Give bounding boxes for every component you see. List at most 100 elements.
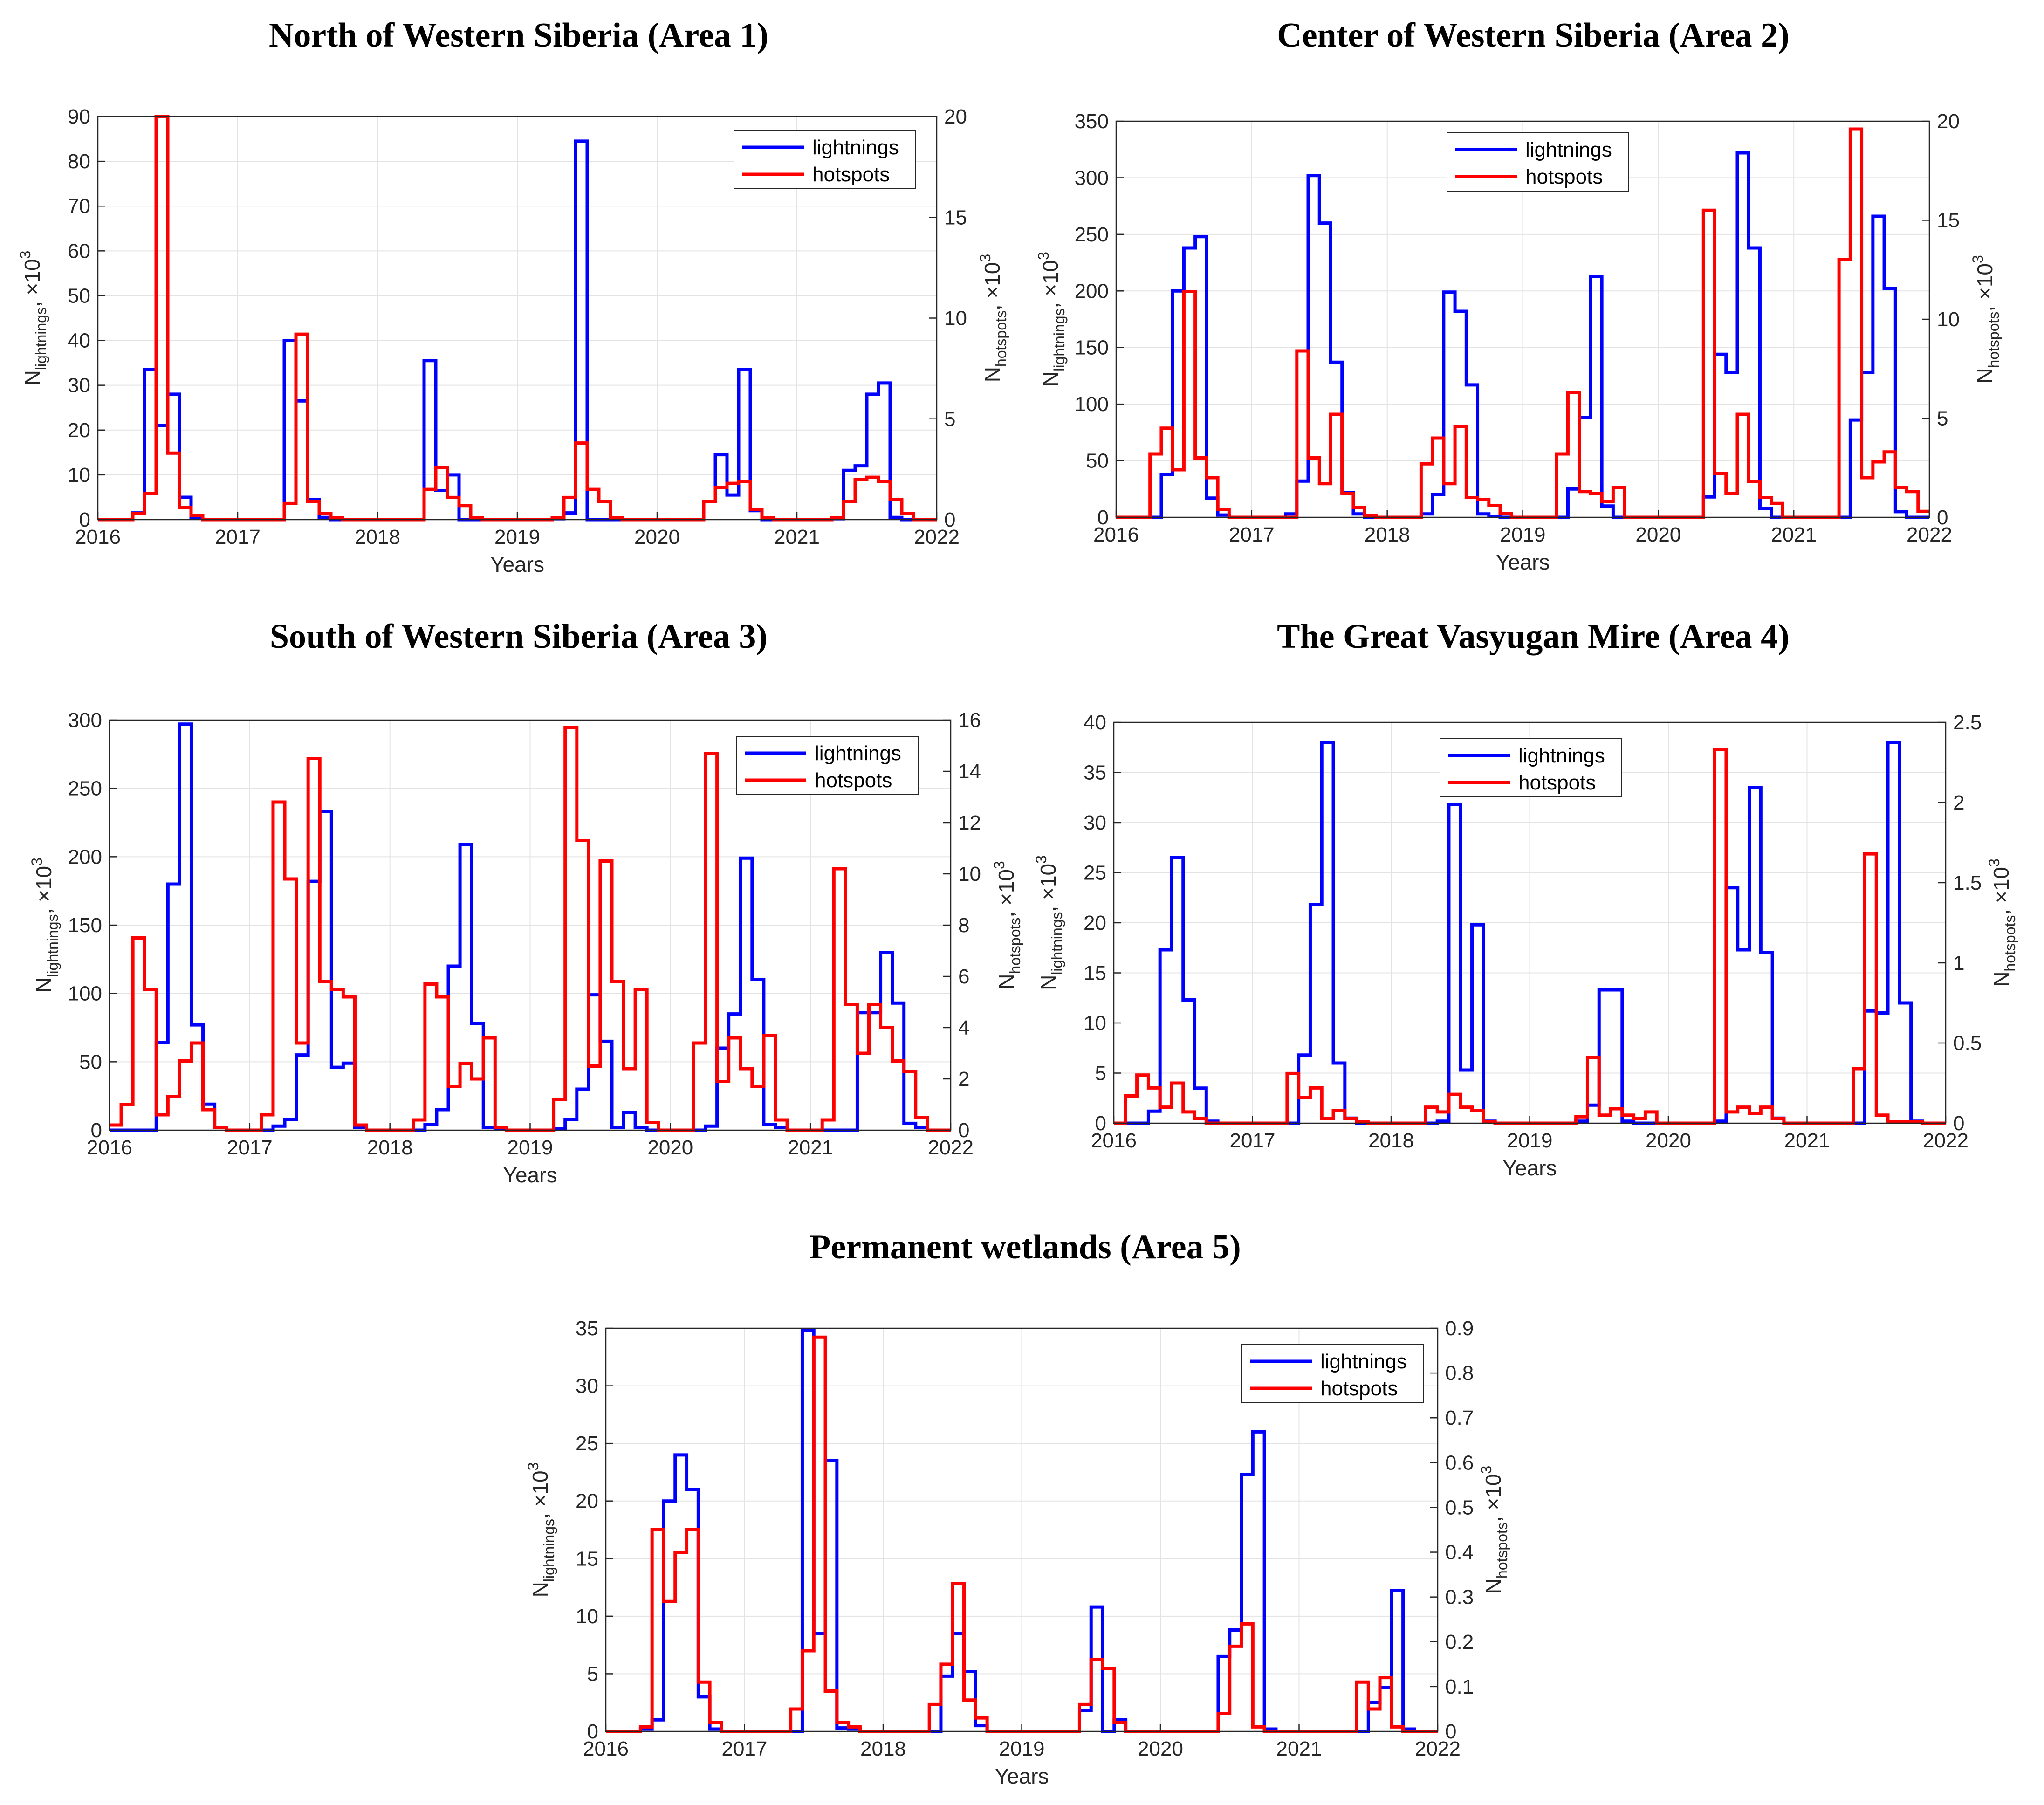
legend-label-hotspots: hotspots [1525,165,1603,188]
y-axis-label-left-sub: lightnings [1049,912,1065,975]
y-left-tick-label: 200 [1075,280,1109,302]
x-tick-label: 2018 [355,526,400,549]
y-left-tick-label: 25 [576,1432,598,1455]
x-tick-label: 2018 [1368,1129,1414,1152]
y-left-tick-label: 0 [587,1720,598,1743]
x-tick-label: 2022 [928,1136,974,1159]
chart-area-2: Center of Western Siberia (Area 2) 2016 2… [1035,16,2002,574]
y-axis-label-right: Nhotspots, ×103 [991,861,1023,989]
y-axis-label-left-sup: 3 [1035,252,1052,260]
x-tick-label: 2020 [1138,1737,1183,1760]
legend-box [1447,132,1629,192]
y-left-tick-label: 300 [1075,166,1109,189]
x-tick-label: 2021 [1771,523,1817,546]
chart-title-area-1: North of Western Siberia (Area 1) [269,16,768,55]
y-left-tick-label: 5 [587,1662,598,1685]
y-axis-label-left-sup: 3 [1033,855,1049,864]
chart-title-area-3: South of Western Siberia (Area 3) [270,618,768,656]
y-axis-label-right-sub: hotspots [1494,1522,1510,1579]
y-axis-label-right-sub: hotspots [2002,915,2018,972]
y-left-tick-label: 10 [1084,1012,1106,1035]
y-left-tick-label: 40 [1084,711,1106,734]
y-axis-label-right-sup: 3 [977,254,994,262]
legend-label-lightnings: lightnings [1320,1350,1407,1373]
chart-area-4: The Great Vasyugan Mire (Area 4) 2016 201… [1033,618,2018,1180]
x-tick-label: 2019 [494,526,540,549]
x-tick-label: 2017 [722,1737,768,1760]
x-tick-label: 2016 [1093,523,1139,546]
y-left-tick-label: 250 [1075,223,1109,246]
x-tick-label: 2021 [1276,1737,1322,1760]
x-tick-label: 2016 [75,526,121,549]
y-axis-label-right-sup: 3 [1969,255,1986,263]
legend-box [734,130,916,189]
y-axis-label-right: Nhotspots, ×103 [1478,1466,1510,1594]
x-tick-label: 2021 [788,1136,833,1159]
y-left-tick-label: 25 [1084,862,1106,885]
legend-box [736,736,919,795]
x-axis-label: Years [1496,550,1550,574]
y-axis-label-left: Nlightnings, ×103 [1035,252,1068,387]
x-tick-label: 2019 [1500,523,1546,546]
x-axis-label: Years [995,1764,1049,1788]
y-axis-label-left: Nlightnings, ×103 [28,858,61,993]
y-left-tick-label: 15 [576,1547,598,1570]
y-left-tick-label: 5 [1095,1062,1106,1085]
y-left-tick-label: 10 [576,1605,598,1628]
y-left-tick-label: 350 [1075,110,1109,133]
x-tick-label: 2022 [1907,523,1952,546]
y-left-tick-label: 70 [68,195,90,218]
y-axis-label-right-sup: 3 [1478,1466,1495,1474]
x-tick-label: 2018 [860,1737,906,1760]
legend-box [1440,738,1622,797]
y-axis-label-right: Nhotspots, ×103 [977,254,1009,383]
chart-title-area-4: The Great Vasyugan Mire (Area 4) [1277,618,1790,656]
y-axis-label-right: Nhotspots, ×103 [1986,858,2018,987]
y-right-tick-label: 0 [944,508,955,531]
y-left-tick-label: 0 [1097,506,1109,529]
x-tick-label: 2022 [914,526,960,549]
y-right-tick-label: 0.1 [1445,1675,1474,1698]
y-axis-label-right-base: N [1481,1579,1505,1594]
x-tick-label: 2017 [227,1136,273,1159]
y-axis-label-left: Nlightnings, ×103 [17,251,49,386]
x-tick-label: 2019 [999,1737,1045,1760]
y-axis-label-right-tail: , ×10 [980,262,1004,311]
chart-title-area-2: Center of Western Siberia (Area 2) [1277,16,1790,55]
y-left-tick-label: 50 [1086,450,1109,473]
y-axis-label-right: Nhotspots, ×103 [1969,255,2002,384]
y-left-tick-label: 80 [68,150,90,173]
y-right-tick-label: 4 [958,1016,969,1039]
y-right-tick-label: 15 [944,206,967,229]
x-tick-label: 2017 [1230,1129,1276,1152]
x-tick-label: 2021 [774,526,820,549]
y-axis-label-right-sub: hotspots [993,310,1009,367]
y-left-tick-label: 30 [1084,811,1106,834]
legend-label-lightnings: lightnings [812,136,899,159]
x-tick-label: 2022 [1923,1129,1969,1152]
y-axis-label-left: Nlightnings, ×103 [525,1462,557,1598]
y-right-tick-label: 10 [1937,308,1960,331]
legend: lightnings hotspots [1447,132,1629,192]
y-axis-label-right-tail: , ×10 [1973,263,1997,312]
y-axis-label-left-base: N [1036,975,1060,990]
y-axis-label-left-sup: 3 [525,1462,542,1471]
y-axis-label-left-sup: 3 [28,858,45,866]
y-right-tick-label: 16 [958,709,981,732]
y-right-tick-label: 0.6 [1445,1451,1474,1474]
legend-label-hotspots: hotspots [815,769,892,792]
y-right-tick-label: 12 [958,811,981,834]
chart-area-3: South of Western Siberia (Area 3) 2016 20… [28,618,1023,1187]
x-axis-label: Years [1503,1156,1557,1180]
y-left-tick-label: 0 [1095,1112,1106,1135]
x-axis-label: Years [503,1163,557,1187]
y-axis-label-left-tail: , ×10 [20,259,44,307]
y-left-tick-label: 30 [576,1375,598,1398]
y-left-tick-label: 40 [68,329,90,352]
y-right-tick-label: 10 [958,863,981,885]
y-axis-label-right-tail: , ×10 [1481,1474,1505,1523]
legend-label-hotspots: hotspots [1518,771,1596,794]
chart-area-1: North of Western Siberia (Area 1) 2016 20… [17,16,1009,577]
y-right-tick-label: 20 [944,105,967,128]
